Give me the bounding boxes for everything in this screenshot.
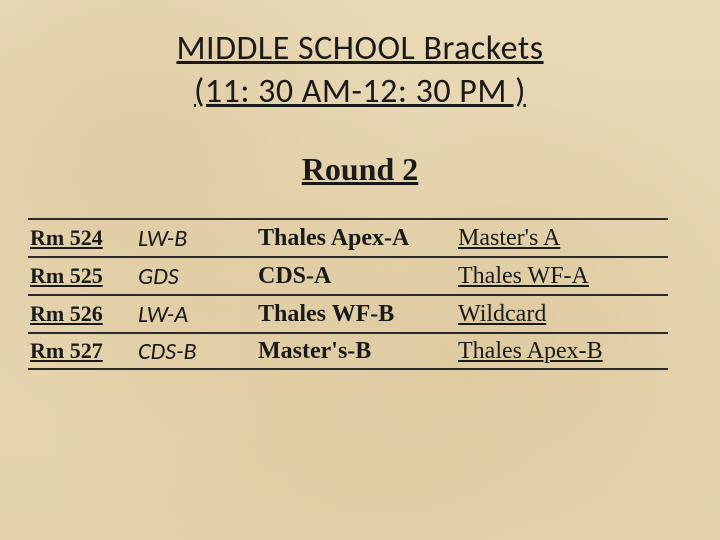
team3-cell: Thales Apex-B — [458, 338, 668, 365]
team2-cell: Master's-B — [258, 338, 458, 365]
room-cell: Rm 526 — [28, 301, 138, 327]
round-subtitle: Round 2 — [0, 151, 720, 188]
table-row: Rm 525 GDS CDS-A Thales WF-A — [28, 256, 668, 294]
bracket-table: Rm 524 LW-B Thales Apex-A Master's A Rm … — [28, 218, 668, 370]
title-line-2: (11: 30 AM-12: 30 PM ) — [0, 71, 720, 114]
team3-cell: Wildcard — [458, 301, 668, 328]
team1-cell: GDS — [138, 262, 258, 291]
team3-cell: Master's A — [458, 225, 668, 252]
room-cell: Rm 527 — [28, 338, 138, 364]
table-row: Rm 524 LW-B Thales Apex-A Master's A — [28, 218, 668, 256]
table-row: Rm 526 LW-A Thales WF-B Wildcard — [28, 294, 668, 332]
bracket-slide: MIDDLE SCHOOL Brackets (11: 30 AM-12: 30… — [0, 0, 720, 540]
team2-cell: CDS-A — [258, 263, 458, 290]
room-cell: Rm 524 — [28, 225, 138, 251]
room-cell: Rm 525 — [28, 263, 138, 289]
title-line-1: MIDDLE SCHOOL Brackets — [0, 28, 720, 71]
team1-cell: CDS-B — [138, 337, 258, 366]
team1-cell: LW-B — [138, 224, 258, 253]
team2-cell: Thales WF-B — [258, 301, 458, 328]
team1-cell: LW-A — [138, 300, 258, 329]
table-row: Rm 527 CDS-B Master's-B Thales Apex-B — [28, 332, 668, 370]
team2-cell: Thales Apex-A — [258, 225, 458, 252]
team3-cell: Thales WF-A — [458, 263, 668, 290]
page-title: MIDDLE SCHOOL Brackets (11: 30 AM-12: 30… — [0, 28, 720, 113]
